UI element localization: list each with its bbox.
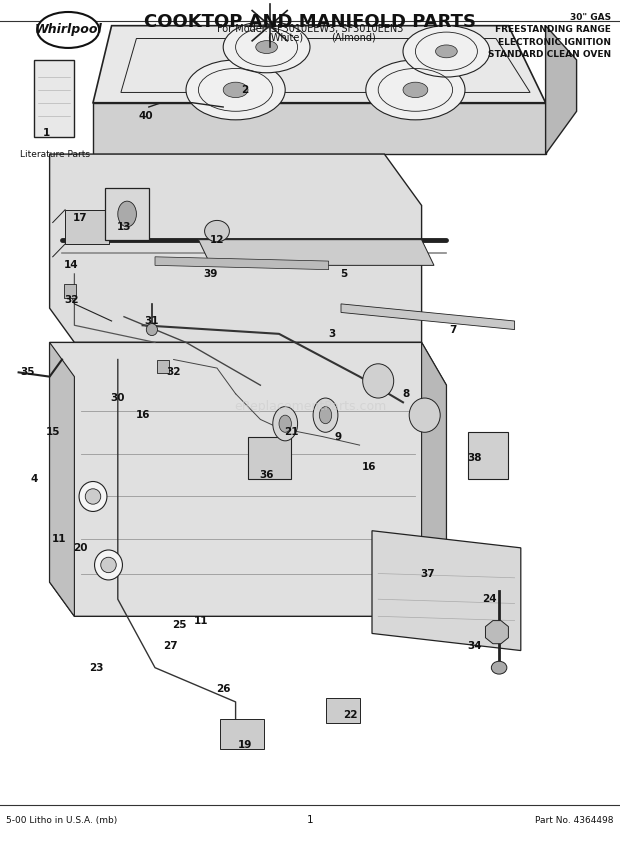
Text: 40: 40: [138, 110, 153, 121]
Text: 7: 7: [449, 324, 456, 335]
Text: 21: 21: [284, 427, 299, 437]
Text: 38: 38: [467, 453, 482, 463]
Ellipse shape: [363, 364, 394, 398]
Polygon shape: [155, 257, 329, 270]
Text: 34: 34: [467, 641, 482, 651]
Ellipse shape: [94, 550, 123, 580]
FancyBboxPatch shape: [468, 432, 508, 479]
Text: 37: 37: [420, 568, 435, 579]
Text: 11: 11: [51, 534, 66, 544]
Text: eReplacementParts.com: eReplacementParts.com: [234, 400, 386, 413]
Text: 17: 17: [73, 213, 88, 223]
Text: 22: 22: [343, 710, 358, 720]
Polygon shape: [198, 240, 434, 265]
Ellipse shape: [273, 407, 298, 441]
Text: 23: 23: [89, 663, 104, 673]
Text: 30" GAS
FREESTANDING RANGE
ELECTRONIC IGNITION
STANDARD CLEAN OVEN: 30" GAS FREESTANDING RANGE ELECTRONIC IG…: [487, 13, 611, 59]
Ellipse shape: [366, 60, 465, 120]
FancyBboxPatch shape: [326, 698, 360, 723]
Ellipse shape: [223, 82, 248, 98]
Text: For Model: SF3010EEW3, SF3010EEN3: For Model: SF3010EEW3, SF3010EEN3: [217, 24, 403, 34]
Text: 15: 15: [45, 427, 60, 437]
Text: 13: 13: [117, 222, 131, 232]
Text: 35: 35: [20, 367, 35, 377]
FancyBboxPatch shape: [220, 719, 264, 749]
Text: 36: 36: [259, 470, 274, 480]
Text: 19: 19: [237, 740, 252, 750]
Text: (White): (White): [267, 33, 303, 43]
Text: 4: 4: [30, 474, 38, 484]
Text: Literature Parts: Literature Parts: [20, 150, 89, 159]
Ellipse shape: [279, 415, 291, 432]
Ellipse shape: [186, 60, 285, 120]
Text: 5: 5: [340, 269, 348, 279]
FancyBboxPatch shape: [157, 360, 169, 373]
Text: 1: 1: [307, 815, 313, 825]
Polygon shape: [341, 304, 515, 330]
FancyBboxPatch shape: [64, 284, 76, 298]
Text: 26: 26: [216, 684, 231, 694]
Text: 39: 39: [203, 269, 218, 279]
Ellipse shape: [409, 398, 440, 432]
Polygon shape: [546, 26, 577, 154]
Polygon shape: [50, 342, 74, 616]
Ellipse shape: [223, 21, 310, 73]
Ellipse shape: [146, 324, 157, 336]
Text: 20: 20: [73, 543, 88, 553]
FancyBboxPatch shape: [248, 437, 291, 479]
Text: 11: 11: [194, 615, 209, 626]
FancyBboxPatch shape: [34, 60, 74, 137]
Ellipse shape: [319, 407, 332, 424]
Ellipse shape: [256, 41, 278, 54]
Text: 14: 14: [64, 260, 79, 270]
Polygon shape: [50, 154, 422, 342]
Text: 32: 32: [64, 294, 79, 305]
Text: 24: 24: [482, 594, 497, 604]
Ellipse shape: [100, 557, 117, 573]
Polygon shape: [485, 621, 508, 644]
Text: 27: 27: [163, 641, 178, 651]
Text: 9: 9: [334, 431, 342, 442]
Text: 8: 8: [402, 389, 410, 399]
Text: COOKTOP AND MANIFOLD PARTS: COOKTOP AND MANIFOLD PARTS: [144, 13, 476, 31]
Text: 5-00 Litho in U.S.A. (mb): 5-00 Litho in U.S.A. (mb): [6, 816, 117, 824]
Text: (Almond): (Almond): [331, 33, 376, 43]
Polygon shape: [93, 103, 546, 154]
Ellipse shape: [205, 221, 229, 242]
Text: 2: 2: [241, 85, 249, 95]
Ellipse shape: [313, 398, 338, 432]
Text: 1: 1: [43, 128, 50, 138]
Text: 3: 3: [328, 329, 335, 339]
Ellipse shape: [79, 481, 107, 512]
Text: 25: 25: [172, 620, 187, 630]
Text: Part No. 4364498: Part No. 4364498: [535, 816, 614, 824]
Text: 30: 30: [110, 393, 125, 403]
Text: 16: 16: [361, 461, 376, 472]
Ellipse shape: [118, 201, 136, 227]
Ellipse shape: [403, 26, 490, 77]
Ellipse shape: [491, 662, 507, 675]
Polygon shape: [65, 210, 108, 244]
Text: 12: 12: [210, 235, 224, 245]
Ellipse shape: [403, 82, 428, 98]
Polygon shape: [422, 342, 446, 616]
Ellipse shape: [37, 12, 99, 48]
Text: 31: 31: [144, 316, 159, 326]
Polygon shape: [372, 531, 521, 651]
Ellipse shape: [435, 45, 458, 58]
Polygon shape: [93, 26, 546, 103]
Text: Whirlpool: Whirlpool: [34, 23, 102, 37]
Text: 32: 32: [166, 367, 181, 377]
Ellipse shape: [86, 489, 100, 504]
Polygon shape: [50, 342, 446, 616]
FancyBboxPatch shape: [105, 188, 149, 240]
Text: 16: 16: [135, 410, 150, 420]
